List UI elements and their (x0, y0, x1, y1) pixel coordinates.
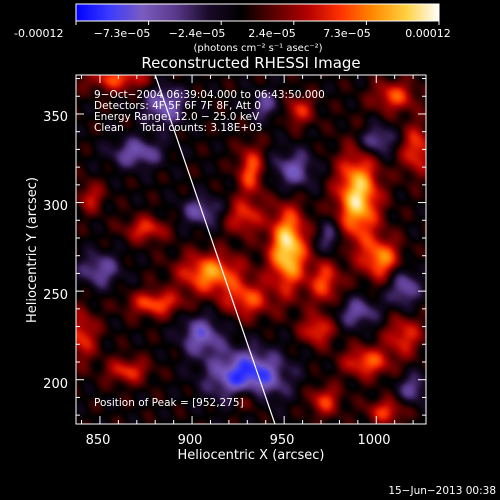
chart-title: Reconstructed RHESSI Image (141, 54, 360, 72)
footer-timestamp: 15−Jun−2013 00:38 (388, 485, 496, 497)
annotation-detectors: Detectors: 4F 5F 6F 7F 8F, Att 0 (94, 100, 261, 112)
heatmap-image (76, 75, 426, 424)
x-axis-ticks (81, 75, 414, 424)
annotation-time-range: 9−Oct−2004 06:39:04.000 to 06:43:50.000 (94, 89, 325, 101)
solar-limb-line (154, 75, 276, 424)
x-axis-label: Heliocentric X (arcsec) (178, 448, 325, 463)
colorbar-tick-label-5: 0.00012 (405, 27, 451, 40)
y-tick-label-250: 250 (43, 288, 68, 303)
y-axis-label: Heliocentric Y (arcsec) (25, 177, 40, 323)
annotation-total-counts: Clean Total counts: 3.18E+03 (94, 122, 263, 134)
y-tick-label-200: 200 (43, 377, 68, 392)
colorbar-unit-label: (photons cm⁻² s⁻¹ asec⁻²) (193, 43, 322, 54)
colorbar-tick-label-4: 7.3e−05 (323, 27, 370, 40)
colorbar-tick-label-0: -0.00012 (14, 27, 63, 40)
y-tick-label-300: 300 (43, 199, 68, 214)
y-tick-label-350: 350 (43, 110, 68, 125)
colorbar-ticks (75, 21, 440, 25)
colorbar-tick-label-3: 2.4e−05 (248, 27, 295, 40)
colorbar-strip (75, 3, 440, 22)
x-tick-label-900: 900 (178, 433, 203, 448)
x-tick-label-1000: 1000 (357, 433, 390, 448)
colorbar-tick-label-1: −7.3e−05 (94, 27, 151, 40)
colorbar-tick-label-2: −2.4e−05 (169, 27, 226, 40)
annotation-energy-range: Energy Range: 12.0 − 25.0 keV (94, 111, 260, 123)
x-tick-label-950: 950 (270, 433, 295, 448)
colorbar: -0.00012 −7.3e−05 −2.4e−05 2.4e−05 7.3e−… (14, 3, 451, 54)
annotation-block: 9−Oct−2004 06:39:04.000 to 06:43:50.000 … (94, 89, 325, 134)
plot-frame (75, 74, 427, 425)
x-tick-label-850: 850 (86, 433, 111, 448)
y-axis-ticks (76, 78, 426, 416)
peak-position-label: Position of Peak = [952,275] (94, 397, 244, 409)
